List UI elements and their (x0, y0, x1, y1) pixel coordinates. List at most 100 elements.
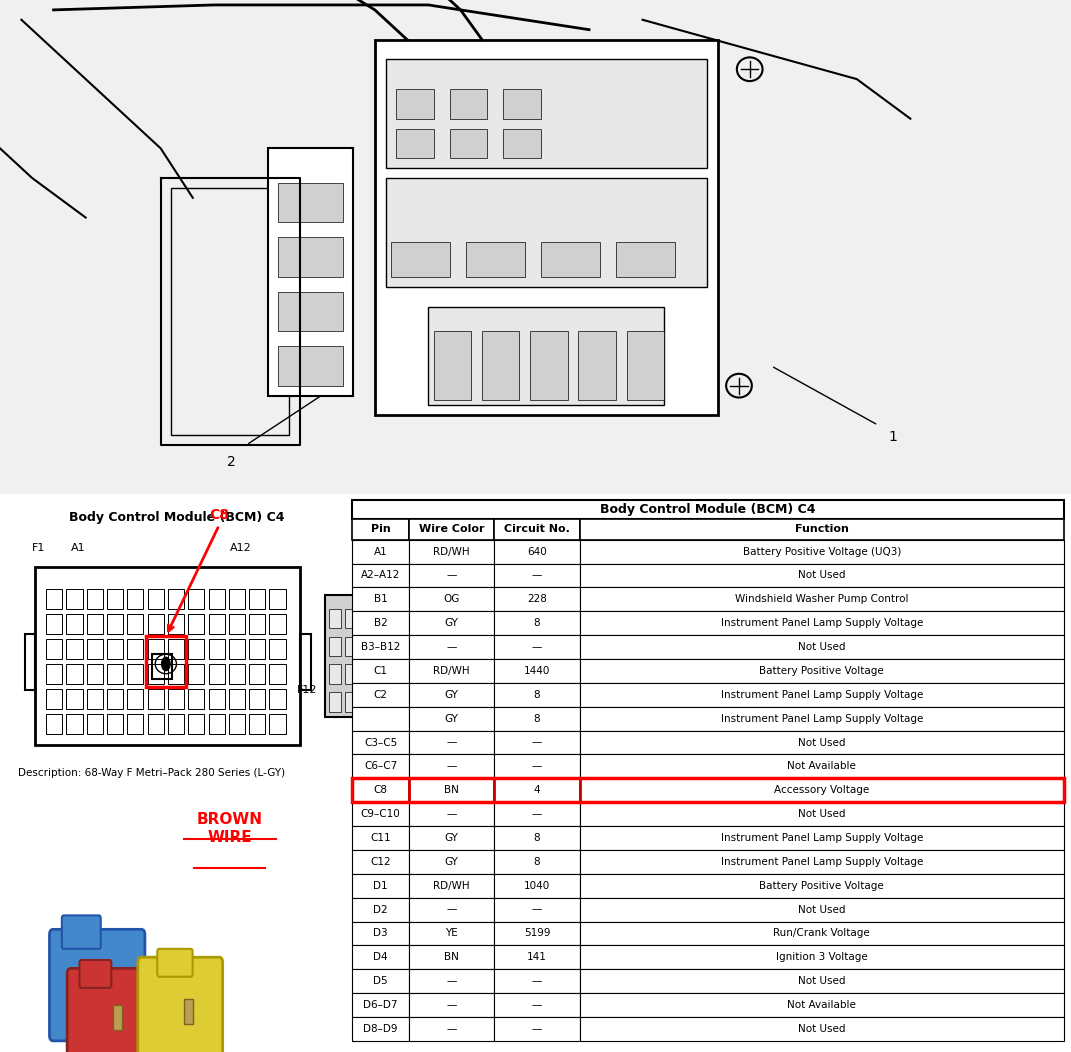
Bar (250, 639, 266, 659)
Bar (188, 613, 205, 633)
Bar (127, 589, 144, 609)
Bar (146, 636, 186, 687)
Bar (495, 540, 579, 564)
Text: GY: GY (444, 690, 458, 700)
Text: Not Available: Not Available (787, 762, 856, 771)
Bar (87, 613, 103, 633)
Bar (396, 89, 434, 119)
Text: —: — (532, 1024, 542, 1034)
Bar (278, 238, 343, 277)
Text: Not Used: Not Used (798, 570, 845, 581)
Bar (495, 520, 579, 540)
Bar (396, 128, 434, 158)
Text: 8: 8 (533, 857, 541, 867)
Bar (250, 613, 266, 633)
Bar (579, 635, 1064, 659)
Bar (270, 689, 286, 709)
Bar (270, 664, 286, 684)
Bar (409, 826, 495, 850)
Bar (107, 639, 123, 659)
Bar (579, 803, 1064, 826)
Bar (579, 587, 1064, 611)
Text: —: — (532, 809, 542, 820)
Text: Not Used: Not Used (798, 976, 845, 986)
Bar (482, 331, 519, 401)
Bar (168, 639, 184, 659)
Bar (579, 683, 1064, 707)
Text: 8: 8 (533, 619, 541, 628)
Bar (188, 639, 205, 659)
Bar (25, 633, 35, 690)
Text: RD/WH: RD/WH (434, 547, 470, 557)
Bar (66, 714, 82, 734)
Bar (329, 692, 341, 712)
Bar (268, 148, 353, 396)
Bar (329, 609, 341, 628)
Bar (127, 714, 144, 734)
FancyBboxPatch shape (62, 915, 101, 949)
Bar (352, 778, 409, 803)
Bar (229, 714, 245, 734)
Bar (278, 183, 343, 223)
Bar (352, 540, 409, 564)
Text: C2: C2 (374, 690, 388, 700)
Bar (87, 689, 103, 709)
Text: —: — (447, 762, 457, 771)
FancyBboxPatch shape (157, 949, 193, 976)
Text: D1: D1 (373, 881, 388, 891)
Text: BROWN
WIRE: BROWN WIRE (197, 812, 262, 845)
Bar (46, 639, 62, 659)
Bar (579, 1017, 1064, 1040)
Bar (127, 613, 144, 633)
Bar (495, 635, 579, 659)
Bar (495, 707, 579, 730)
Bar (503, 89, 541, 119)
Text: Not Used: Not Used (798, 737, 845, 748)
Bar (148, 589, 164, 609)
Bar (495, 564, 579, 587)
Text: 8: 8 (533, 690, 541, 700)
Bar (152, 654, 172, 679)
Bar (148, 689, 164, 709)
Text: —: — (532, 737, 542, 748)
Bar (66, 613, 82, 633)
Bar (409, 874, 495, 897)
Bar (209, 613, 225, 633)
Text: 2: 2 (227, 454, 236, 469)
Text: B1: B1 (374, 594, 388, 604)
Bar (579, 874, 1064, 897)
Bar (329, 636, 341, 656)
Bar (352, 1017, 409, 1040)
Bar (107, 613, 123, 633)
Bar (107, 689, 123, 709)
Bar (386, 59, 707, 168)
Bar (270, 589, 286, 609)
Text: —: — (447, 905, 457, 914)
Bar (148, 714, 164, 734)
Bar (114, 1005, 122, 1030)
Bar (579, 897, 1064, 922)
Text: 1040: 1040 (524, 881, 550, 891)
Bar (278, 291, 343, 331)
Bar (352, 730, 409, 754)
Text: F1: F1 (32, 543, 46, 553)
Bar (375, 40, 718, 416)
Bar (579, 778, 1064, 803)
Bar (495, 1017, 579, 1040)
Bar (188, 714, 205, 734)
Bar (386, 178, 707, 287)
Circle shape (162, 658, 170, 670)
Bar (168, 613, 184, 633)
Bar (107, 664, 123, 684)
Bar (409, 587, 495, 611)
Bar (209, 664, 225, 684)
Bar (46, 589, 62, 609)
Text: Not Used: Not Used (798, 809, 845, 820)
Bar (95, 968, 106, 996)
Text: Not Available: Not Available (787, 1000, 856, 1010)
Text: —: — (447, 1024, 457, 1034)
Text: A1: A1 (71, 543, 85, 553)
Bar (409, 707, 495, 730)
Bar (209, 689, 225, 709)
Bar (345, 636, 357, 656)
